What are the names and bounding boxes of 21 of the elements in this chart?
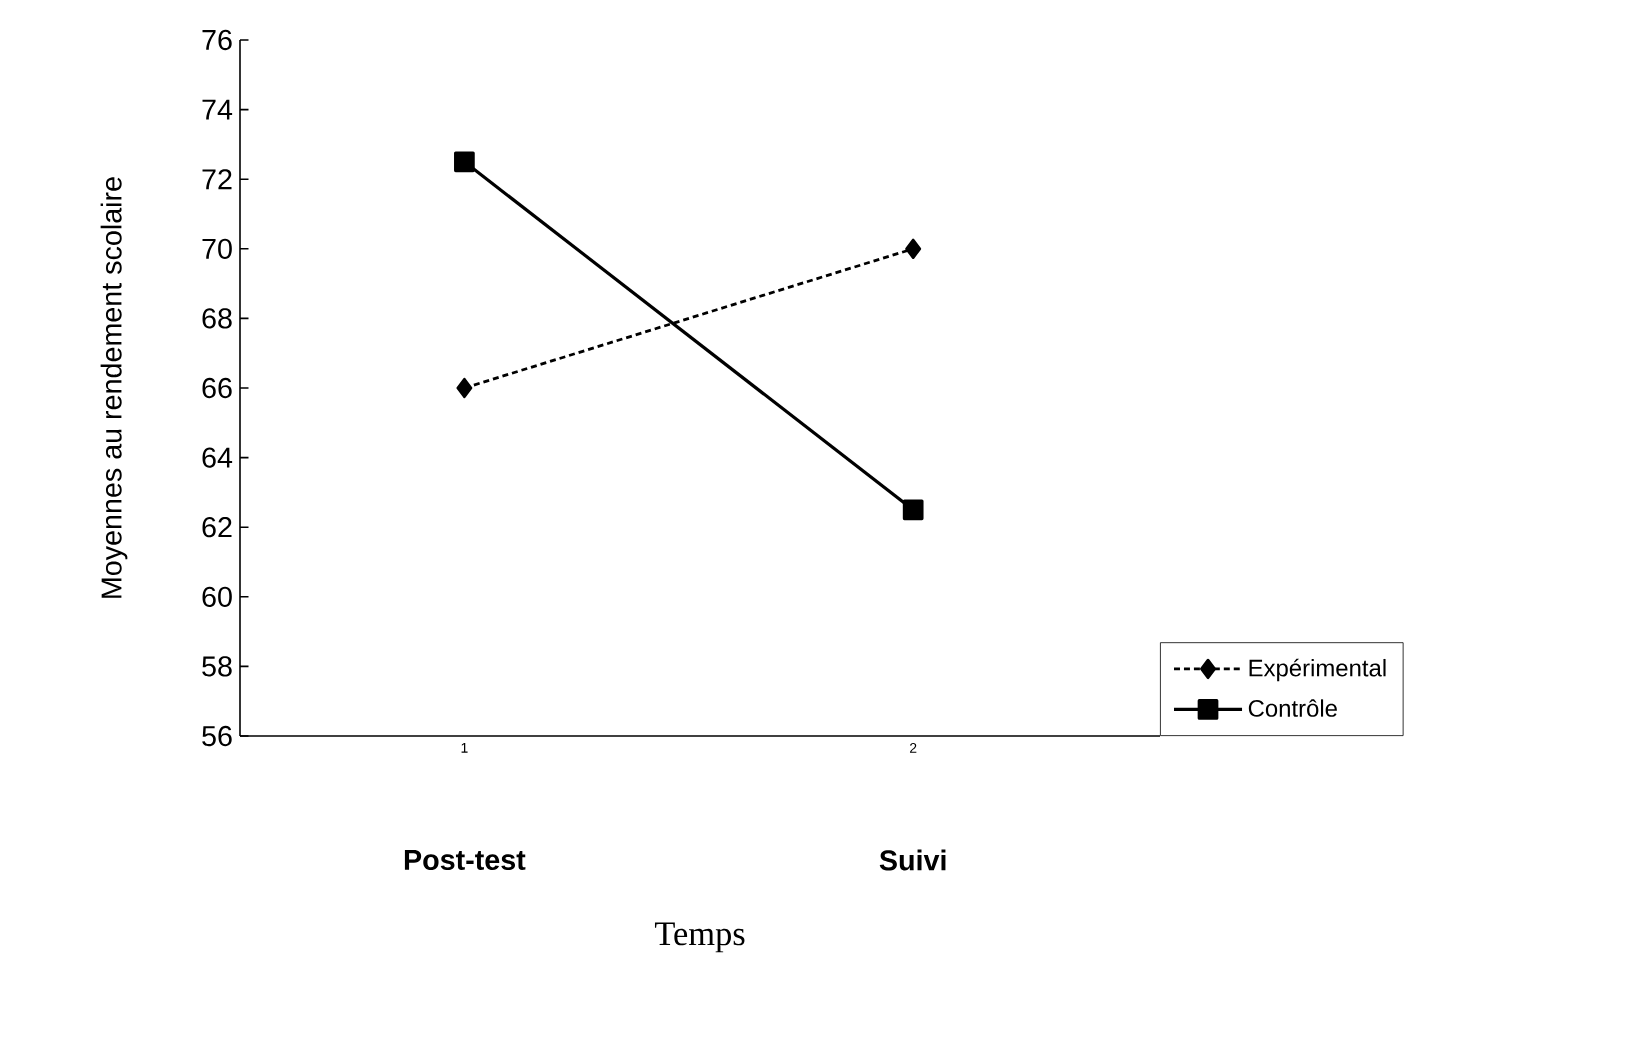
point <box>902 499 924 521</box>
y-tick-label: 72 <box>202 169 232 190</box>
point <box>454 151 475 173</box>
x-axis-title: Temps <box>654 922 745 953</box>
legend-label: Expérimental <box>1249 658 1386 682</box>
y-tick-label: 68 <box>202 308 232 329</box>
y-tick-label: 76 <box>202 29 232 51</box>
text: Suivi <box>879 849 946 871</box>
legend-label: Contrôle <box>1248 699 1337 717</box>
y-tick-label: 70 <box>202 238 232 259</box>
y-tick-label: 74 <box>202 99 233 120</box>
point <box>456 377 473 399</box>
y-tick-label: 66 <box>202 377 232 399</box>
y-tick-label: 64 <box>202 447 233 468</box>
point <box>905 238 922 259</box>
y-tick-label: 56 <box>202 725 232 747</box>
text: Post-test <box>404 849 526 871</box>
y-tick-label: 58 <box>202 656 232 677</box>
y-tick-label: 62 <box>202 517 232 538</box>
y-axis-title: Moyennes au rendement scolaire <box>100 177 128 598</box>
y-tick-label: 60 <box>202 586 232 607</box>
